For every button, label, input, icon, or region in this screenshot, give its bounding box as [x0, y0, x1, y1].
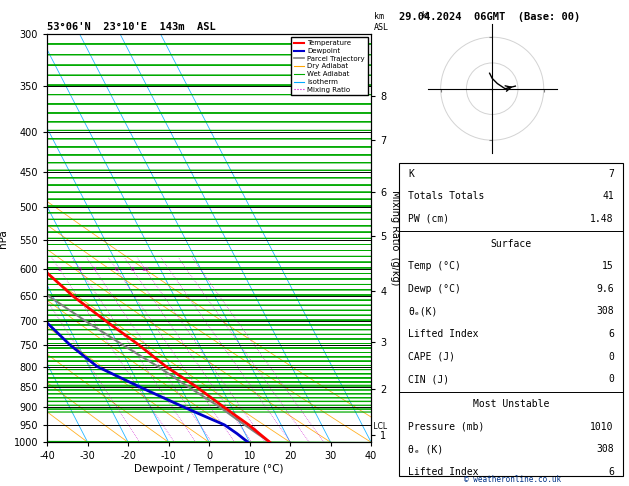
Text: 7: 7: [608, 169, 614, 179]
Text: Dewp (°C): Dewp (°C): [408, 284, 461, 294]
Text: 29.04.2024  06GMT  (Base: 00): 29.04.2024 06GMT (Base: 00): [399, 12, 581, 22]
Text: kt: kt: [421, 11, 430, 20]
Text: Lifted Index: Lifted Index: [408, 329, 479, 339]
Text: 3: 3: [77, 266, 82, 272]
Text: CIN (J): CIN (J): [408, 374, 450, 384]
Text: 308: 308: [596, 307, 614, 316]
Text: θₑ (K): θₑ (K): [408, 444, 443, 454]
Text: 1.48: 1.48: [590, 214, 614, 224]
Text: 1010: 1010: [590, 421, 614, 432]
Text: Surface: Surface: [491, 239, 532, 249]
Text: LCL: LCL: [371, 422, 387, 431]
Text: © weatheronline.co.uk: © weatheronline.co.uk: [464, 474, 561, 484]
Text: 6: 6: [608, 329, 614, 339]
Text: 9.6: 9.6: [596, 284, 614, 294]
Text: CAPE (J): CAPE (J): [408, 351, 455, 362]
Text: 8: 8: [130, 266, 134, 272]
Text: 15: 15: [602, 261, 614, 271]
Text: 53°06'N  23°10'E  143m  ASL: 53°06'N 23°10'E 143m ASL: [47, 21, 216, 32]
Text: Pressure (mb): Pressure (mb): [408, 421, 485, 432]
Text: 10: 10: [141, 266, 149, 272]
Text: 0: 0: [608, 351, 614, 362]
Text: Totals Totals: Totals Totals: [408, 191, 485, 201]
Text: K: K: [408, 169, 415, 179]
Y-axis label: Mixing Ratio  (g/kg): Mixing Ratio (g/kg): [390, 191, 400, 286]
Text: 4: 4: [92, 266, 96, 272]
Text: θₑ(K): θₑ(K): [408, 307, 438, 316]
Text: Most Unstable: Most Unstable: [473, 399, 549, 409]
Legend: Temperature, Dewpoint, Parcel Trajectory, Dry Adiabat, Wet Adiabat, Isotherm, Mi: Temperature, Dewpoint, Parcel Trajectory…: [291, 37, 367, 95]
X-axis label: Dewpoint / Temperature (°C): Dewpoint / Temperature (°C): [135, 464, 284, 474]
Text: PW (cm): PW (cm): [408, 214, 450, 224]
Text: 41: 41: [602, 191, 614, 201]
Text: 6: 6: [114, 266, 118, 272]
Text: 0: 0: [608, 374, 614, 384]
Text: 2: 2: [57, 266, 61, 272]
Text: Lifted Index: Lifted Index: [408, 467, 479, 477]
Text: 6: 6: [608, 467, 614, 477]
Y-axis label: hPa: hPa: [0, 229, 8, 247]
FancyBboxPatch shape: [399, 163, 623, 476]
Text: Temp (°C): Temp (°C): [408, 261, 461, 271]
Text: km
ASL: km ASL: [374, 12, 389, 32]
Text: 308: 308: [596, 444, 614, 454]
